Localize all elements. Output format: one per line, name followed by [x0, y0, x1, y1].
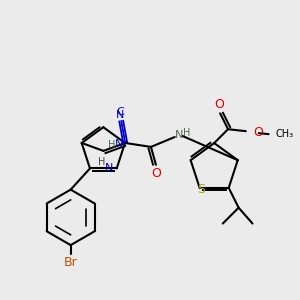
Text: N: N [175, 130, 183, 140]
Text: S: S [196, 183, 205, 196]
Text: O: O [253, 126, 263, 139]
Text: O: O [151, 167, 161, 180]
Text: O: O [214, 98, 224, 111]
Text: H: H [108, 140, 116, 150]
Text: CH₃: CH₃ [275, 129, 294, 139]
Text: Br: Br [64, 256, 77, 269]
Text: H: H [98, 157, 105, 167]
Text: C: C [116, 107, 124, 117]
Text: N: N [105, 164, 114, 173]
Text: N: N [116, 110, 124, 120]
Text: H: H [183, 128, 190, 138]
Text: N: N [115, 139, 123, 149]
